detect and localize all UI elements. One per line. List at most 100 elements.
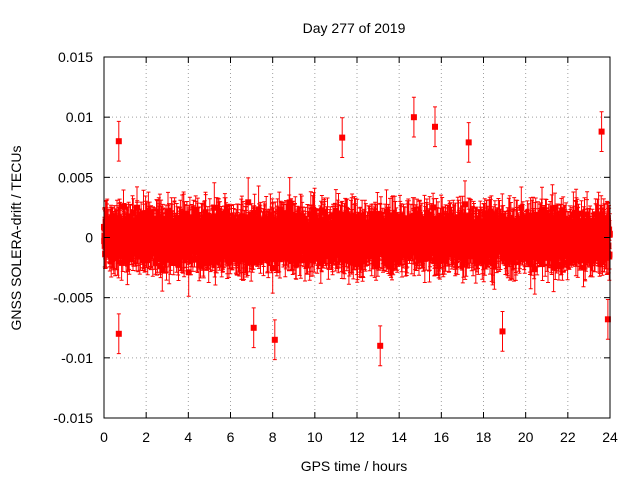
data-point	[317, 233, 324, 240]
data-point	[582, 251, 589, 258]
data-point	[267, 213, 274, 220]
data-point	[115, 138, 122, 145]
data-point	[327, 225, 334, 232]
plot-frame	[103, 56, 611, 419]
y-tick-label: -0.01	[61, 350, 93, 366]
data-point	[185, 220, 192, 227]
data-point	[509, 256, 516, 262]
data-point	[491, 215, 498, 222]
data-point	[519, 222, 526, 229]
data-point	[123, 225, 130, 232]
data-point	[446, 247, 453, 254]
data-point	[361, 219, 368, 226]
data-point	[514, 217, 521, 224]
data-point	[567, 218, 574, 225]
data-point	[298, 243, 305, 250]
data-point	[598, 128, 605, 135]
data-point	[558, 235, 565, 242]
data-point	[462, 255, 469, 262]
data-point	[486, 214, 493, 221]
data-point	[194, 212, 201, 219]
data-point	[235, 218, 241, 225]
data-point	[499, 328, 506, 335]
data-point	[436, 243, 443, 249]
x-tick-label: 20	[518, 429, 534, 445]
data-point	[220, 251, 227, 257]
data-point	[387, 232, 394, 239]
data-point	[548, 251, 555, 258]
data-point	[528, 248, 535, 255]
data-point	[329, 254, 336, 261]
data-point	[130, 219, 137, 226]
data-point	[202, 216, 209, 223]
data-point	[426, 214, 433, 221]
data-point	[269, 265, 276, 272]
data-point	[604, 316, 611, 323]
data-point	[310, 213, 317, 220]
data-point	[115, 252, 122, 259]
data-point	[286, 203, 293, 210]
data-point	[472, 257, 479, 264]
data-point	[480, 256, 487, 263]
data-point	[555, 263, 562, 270]
data-point	[185, 269, 192, 276]
data-point	[115, 330, 122, 337]
data-point	[552, 255, 559, 262]
data-point	[519, 241, 526, 248]
data-point	[560, 250, 567, 257]
data-point	[527, 261, 534, 268]
data-point	[162, 221, 168, 228]
data-point	[552, 204, 558, 211]
x-tick-label: 14	[391, 429, 407, 445]
x-tick-label: 18	[476, 429, 492, 445]
data-point	[327, 241, 334, 248]
data-point	[598, 253, 604, 259]
data-point	[450, 215, 457, 222]
data-point	[176, 222, 183, 229]
data-point	[251, 209, 258, 216]
data-point	[180, 212, 187, 219]
data-point	[211, 204, 218, 211]
data-point	[282, 252, 289, 259]
data-point	[578, 210, 585, 217]
data-point	[141, 222, 148, 229]
data-point	[299, 218, 306, 225]
data-point	[140, 210, 147, 217]
data-point	[118, 259, 125, 266]
data-point	[404, 246, 411, 252]
x-tick-label: 24	[602, 429, 618, 445]
data-point	[212, 246, 219, 253]
data-point	[109, 220, 116, 227]
data-point	[369, 251, 376, 258]
data-point	[397, 213, 403, 220]
data-point	[426, 255, 433, 262]
data-point	[227, 245, 233, 252]
data-point	[305, 240, 312, 247]
data-point	[437, 250, 444, 257]
data-point	[156, 229, 163, 235]
data-point	[207, 252, 214, 259]
data-point	[202, 209, 209, 216]
data-point	[605, 242, 612, 249]
data-point	[546, 245, 553, 252]
data-point	[568, 231, 575, 238]
data-point	[271, 336, 278, 343]
x-tick-label: 4	[184, 429, 192, 445]
data-point	[531, 266, 538, 273]
data-point	[538, 219, 545, 225]
data-point	[277, 233, 284, 240]
data-point	[359, 253, 366, 260]
data-point	[351, 226, 358, 233]
data-point	[393, 216, 400, 223]
data-point	[104, 218, 111, 225]
data-point	[233, 253, 240, 260]
data-point	[210, 213, 217, 220]
data-point	[276, 255, 283, 262]
data-point	[482, 246, 489, 253]
data-point	[569, 250, 576, 257]
data-point	[146, 225, 153, 232]
data-point	[317, 260, 324, 267]
data-point	[286, 199, 293, 206]
data-point	[457, 218, 464, 225]
data-point	[157, 263, 164, 270]
